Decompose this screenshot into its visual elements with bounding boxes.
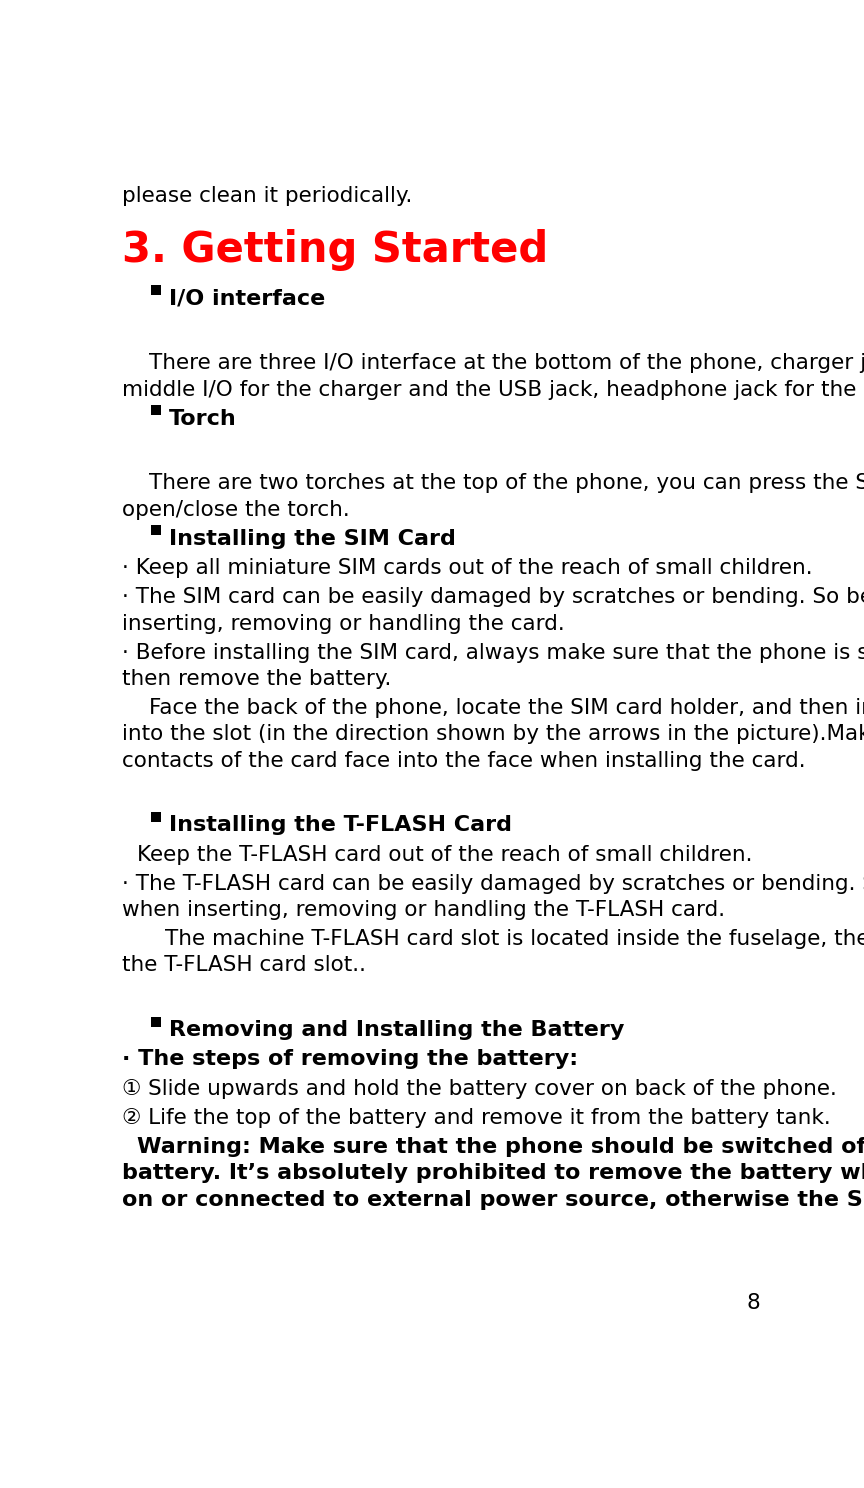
Bar bbox=[151, 1016, 162, 1027]
Text: Face the back of the phone, locate the SIM card holder, and then insert the SIM : Face the back of the phone, locate the S… bbox=[149, 698, 864, 719]
Text: Installing the SIM Card: Installing the SIM Card bbox=[169, 528, 456, 549]
Text: open/close the torch.: open/close the torch. bbox=[122, 500, 350, 519]
Text: 3. Getting Started: 3. Getting Started bbox=[122, 229, 548, 271]
Text: then remove the battery.: then remove the battery. bbox=[122, 670, 391, 689]
Text: into the slot (in the direction shown by the arrows in the picture).Make sure th: into the slot (in the direction shown by… bbox=[122, 725, 864, 744]
Text: · The SIM card can be easily damaged by scratches or bending. So be careful when: · The SIM card can be easily damaged by … bbox=[122, 588, 864, 607]
Text: contacts of the card face into the face when installing the card.: contacts of the card face into the face … bbox=[122, 750, 805, 771]
Text: the T-FLASH card slot..: the T-FLASH card slot.. bbox=[122, 955, 366, 976]
Text: I/O interface: I/O interface bbox=[169, 289, 326, 308]
Text: middle I/O for the charger and the USB jack, headphone jack for the right.: middle I/O for the charger and the USB j… bbox=[122, 379, 864, 400]
Bar bbox=[151, 525, 162, 536]
Text: Keep the T-FLASH card out of the reach of small children.: Keep the T-FLASH card out of the reach o… bbox=[137, 845, 753, 865]
Text: · Keep all miniature SIM cards out of the reach of small children.: · Keep all miniature SIM cards out of th… bbox=[122, 558, 812, 579]
Bar bbox=[151, 812, 162, 821]
Text: Removing and Installing the Battery: Removing and Installing the Battery bbox=[169, 1021, 625, 1040]
Text: · Before installing the SIM card, always make sure that the phone is switched of: · Before installing the SIM card, always… bbox=[122, 643, 864, 662]
Text: There are two torches at the top of the phone, you can press the Space-key to: There are two torches at the top of the … bbox=[149, 473, 864, 494]
Text: ② Life the top of the battery and remove it from the battery tank.: ② Life the top of the battery and remove… bbox=[122, 1109, 830, 1128]
Text: when inserting, removing or handling the T-FLASH card.: when inserting, removing or handling the… bbox=[122, 900, 725, 920]
Text: Installing the T-FLASH Card: Installing the T-FLASH Card bbox=[169, 815, 512, 835]
Bar bbox=[151, 286, 162, 295]
Bar bbox=[151, 405, 162, 415]
Text: please clean it periodically.: please clean it periodically. bbox=[122, 186, 412, 207]
Text: Torch: Torch bbox=[169, 409, 237, 429]
Text: inserting, removing or handling the card.: inserting, removing or handling the card… bbox=[122, 613, 565, 634]
Text: · The T-FLASH card can be easily damaged by scratches or bending. So be careful: · The T-FLASH card can be easily damaged… bbox=[122, 873, 864, 894]
Text: battery. It’s absolutely prohibited to remove the battery when the phone is swit: battery. It’s absolutely prohibited to r… bbox=[122, 1164, 864, 1183]
Text: ① Slide upwards and hold the battery cover on back of the phone.: ① Slide upwards and hold the battery cov… bbox=[122, 1079, 837, 1098]
Text: 8: 8 bbox=[746, 1293, 759, 1312]
Text: on or connected to external power source, otherwise the SIM card and the phone: on or connected to external power source… bbox=[122, 1189, 864, 1210]
Text: Warning: Make sure that the phone should be switched off before removing the: Warning: Make sure that the phone should… bbox=[137, 1137, 864, 1158]
Text: The machine T-FLASH card slot is located inside the fuselage, the T-FLASH card i: The machine T-FLASH card slot is located… bbox=[164, 930, 864, 949]
Text: There are three I/O interface at the bottom of the phone, charger jack for the l: There are three I/O interface at the bot… bbox=[149, 353, 864, 373]
Text: · The steps of removing the battery:: · The steps of removing the battery: bbox=[122, 1049, 578, 1070]
